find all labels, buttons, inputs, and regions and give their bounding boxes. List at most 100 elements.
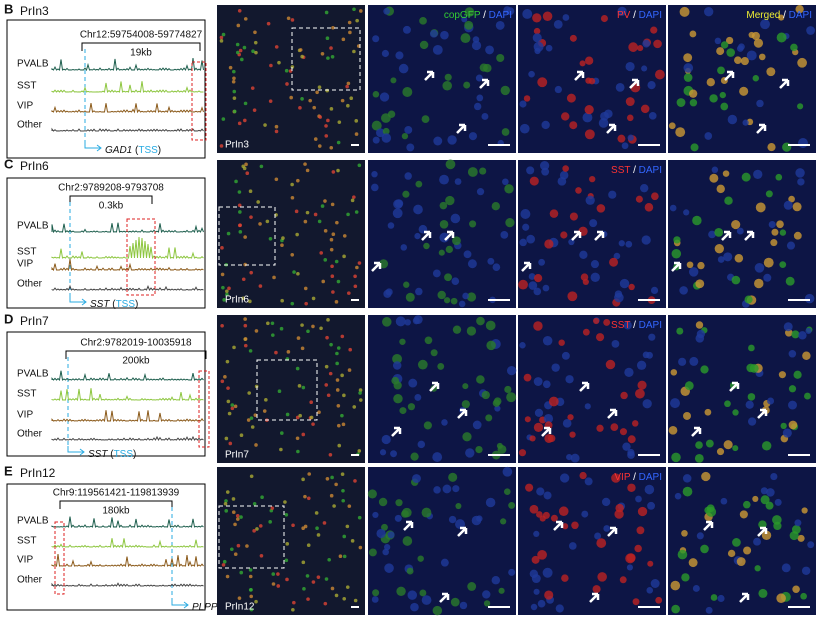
cell	[221, 32, 226, 37]
cell	[342, 554, 347, 559]
cell	[296, 336, 301, 340]
cell	[340, 98, 345, 103]
cell	[498, 587, 505, 594]
cell	[241, 164, 246, 169]
arrow	[457, 408, 468, 419]
cell	[337, 443, 342, 448]
gene-label-part: TSS	[116, 299, 136, 310]
cell	[523, 95, 531, 102]
cell	[249, 594, 254, 599]
cell	[250, 86, 255, 90]
cell	[392, 353, 402, 364]
track-signal	[51, 554, 204, 568]
panel-letter: C	[4, 156, 14, 171]
cell	[533, 287, 542, 296]
cell	[226, 399, 231, 404]
cell	[442, 80, 452, 91]
cell	[727, 114, 738, 125]
cell	[710, 594, 718, 601]
cell	[704, 132, 713, 140]
cell	[627, 435, 636, 444]
channel-title-part: Merged	[746, 10, 780, 21]
channel-title-part: DAPI	[639, 10, 662, 21]
cell	[347, 504, 352, 508]
cell	[258, 284, 263, 288]
cell	[450, 297, 458, 305]
cell	[248, 574, 253, 579]
gene-label-part: SST	[90, 299, 110, 310]
cell	[467, 259, 477, 269]
arrow	[757, 408, 768, 419]
cell	[419, 589, 427, 597]
cell	[330, 264, 334, 269]
cell	[417, 440, 426, 449]
cell	[250, 425, 255, 429]
track-label: PVALB	[17, 369, 49, 380]
cell	[627, 483, 636, 492]
cell	[393, 381, 402, 390]
cell	[430, 349, 438, 357]
cell	[227, 286, 231, 291]
channel-title: SST / DAPI	[611, 320, 662, 331]
cell	[324, 577, 329, 581]
channel-title-part: VIP	[614, 472, 630, 483]
cell	[695, 321, 704, 329]
cell	[695, 441, 703, 449]
arrow	[457, 526, 468, 537]
cell	[318, 115, 323, 119]
cell	[323, 258, 328, 262]
cell	[330, 475, 334, 480]
cell	[741, 172, 751, 182]
cell	[635, 195, 643, 203]
cell	[469, 220, 477, 228]
cell	[357, 163, 362, 168]
cell	[804, 392, 811, 400]
cell	[491, 202, 500, 211]
cell	[756, 99, 764, 108]
cell	[400, 244, 408, 251]
cell	[692, 215, 702, 226]
cell	[526, 234, 536, 244]
cell	[609, 257, 619, 267]
cell	[683, 53, 693, 63]
cell	[775, 173, 783, 181]
zoom-box	[218, 206, 276, 266]
cell	[584, 403, 591, 410]
cell	[705, 439, 714, 448]
cell	[569, 431, 576, 438]
cell	[496, 442, 503, 449]
cell	[562, 14, 570, 21]
cell	[682, 474, 692, 483]
cell	[342, 534, 347, 539]
cell	[432, 605, 443, 616]
cell	[704, 7, 714, 17]
cell	[303, 524, 308, 529]
cell	[305, 210, 310, 215]
cell	[300, 323, 304, 327]
cell	[268, 99, 273, 103]
cell	[387, 222, 395, 229]
cell	[345, 524, 350, 529]
cell	[628, 283, 635, 291]
cell	[311, 296, 316, 301]
cell	[466, 326, 477, 336]
cell	[238, 48, 243, 53]
cell	[304, 301, 308, 306]
cell	[279, 326, 284, 331]
cell	[399, 407, 407, 415]
cell	[268, 520, 272, 524]
highlight-box	[191, 61, 207, 141]
cell	[285, 412, 290, 417]
cell	[402, 86, 413, 97]
cell	[742, 119, 749, 126]
cell	[432, 44, 443, 55]
cell	[522, 223, 530, 231]
cell	[243, 17, 248, 21]
cell	[452, 325, 462, 334]
cell	[754, 263, 765, 273]
cell	[619, 428, 627, 436]
cell	[792, 585, 800, 594]
cell	[238, 210, 242, 214]
cell	[225, 289, 229, 294]
cell	[336, 279, 341, 284]
